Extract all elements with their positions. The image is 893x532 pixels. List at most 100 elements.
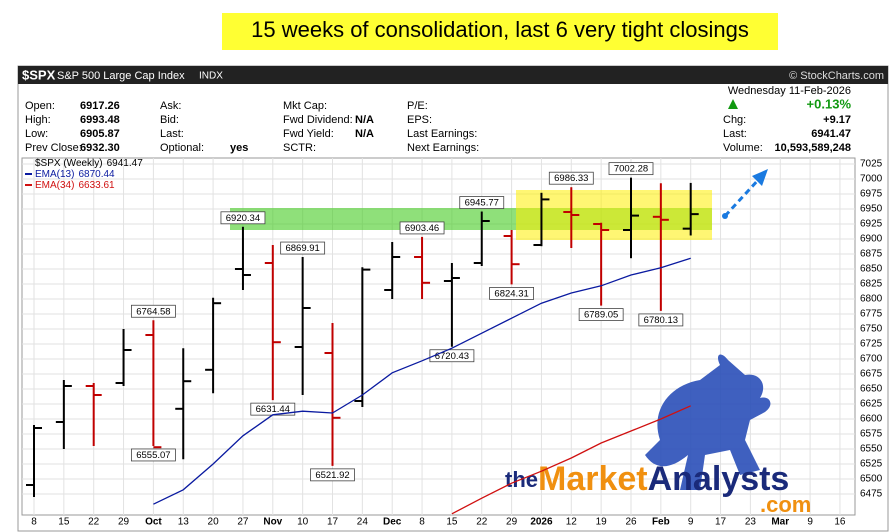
y-tick-label: 6825 <box>860 279 883 290</box>
y-tick-label: 6550 <box>860 444 883 455</box>
x-tick-label: 22 <box>88 517 100 528</box>
x-tick-label: 20 <box>208 517 220 528</box>
x-tick-label: 8 <box>419 517 425 528</box>
x-tick-label: 15 <box>58 517 70 528</box>
x-tick-label: 10 <box>297 517 309 528</box>
callout-label: 6986.33 <box>554 173 588 184</box>
quote-date: Wednesday 11-Feb-2026 <box>728 85 851 97</box>
callout-label: 6789.05 <box>584 310 618 321</box>
x-tick-label: 17 <box>715 517 727 528</box>
quote-value: 6993.48 <box>80 114 120 126</box>
logo-part: Analysts <box>648 460 790 498</box>
legend-entry: EMA(34) 6633.61 <box>35 180 115 191</box>
y-tick-label: 6500 <box>860 474 883 485</box>
y-tick-label: 6750 <box>860 324 883 335</box>
legend-name: $SPX (Weekly) <box>35 158 103 169</box>
callout-box <box>489 287 535 300</box>
callout-label: 7002.28 <box>614 164 648 175</box>
quote-value: N/A <box>355 128 374 140</box>
x-tick-label: 9 <box>807 517 813 528</box>
quote-label: Last: <box>160 128 184 140</box>
quote-value: 6917.26 <box>80 100 120 112</box>
y-tick-label: 6525 <box>860 459 883 470</box>
banner-bg <box>222 13 778 50</box>
callout-box <box>548 171 594 185</box>
legend-name: EMA(34) <box>35 180 74 191</box>
callout-label: 6780.13 <box>644 315 678 326</box>
header-bar <box>18 66 888 84</box>
callout-label: 6720.43 <box>435 351 469 362</box>
x-tick-label: 16 <box>834 517 846 528</box>
quote-label: Prev Close: <box>25 142 82 154</box>
legend-value: 6941.47 <box>107 158 144 169</box>
callout-box <box>399 221 445 235</box>
callout-box <box>638 313 684 327</box>
callout-label: 6869.91 <box>285 243 319 254</box>
quote-value: N/A <box>355 114 374 126</box>
quote-label: Open: <box>25 100 55 112</box>
bull-logo <box>645 354 771 490</box>
y-tick-label: 6975 <box>860 189 883 200</box>
quote-value: 6941.47 <box>811 128 851 140</box>
x-tick-label: 8 <box>31 517 37 528</box>
callout-label: 6920.34 <box>226 213 260 224</box>
quote-value: 6932.30 <box>80 142 120 154</box>
callout-label: 6824.31 <box>494 288 528 299</box>
x-tick-label: Feb <box>652 517 670 528</box>
callout-label: 6521.92 <box>315 470 349 481</box>
trend-arrow <box>722 169 768 219</box>
y-tick-label: 6600 <box>860 414 883 425</box>
quote-value: 6905.87 <box>80 128 120 140</box>
y-tick-label: 6800 <box>860 294 883 305</box>
quote-label: Low: <box>25 128 48 140</box>
y-tick-label: 6675 <box>860 369 883 380</box>
quote-value: yes <box>230 142 248 154</box>
logo-part: Market <box>538 460 648 498</box>
callout-box <box>310 468 355 482</box>
callout-box <box>578 308 624 321</box>
legend-entry: EMA(13) 6870.44 <box>35 169 115 180</box>
callout-box <box>608 162 654 176</box>
quote-label: Chg: <box>723 114 746 126</box>
legend-entry: $SPX (Weekly) 6941.47 <box>35 158 143 169</box>
callout-box <box>280 241 326 255</box>
quote-label: Fwd Dividend: <box>283 114 353 126</box>
x-tick-label: 22 <box>476 517 488 528</box>
symbol: $SPX <box>22 67 56 82</box>
x-tick-label: 2026 <box>530 517 553 528</box>
quote-label: Fwd Yield: <box>283 128 334 140</box>
quote-label: High: <box>25 114 51 126</box>
quote-value: 10,593,589,248 <box>775 142 851 154</box>
logo-part: .com <box>760 492 811 517</box>
callout-label: 6555.07 <box>136 450 170 461</box>
index-name: S&P 500 Large Cap Index <box>57 70 185 82</box>
callout-box <box>130 448 176 462</box>
quote-label: Bid: <box>160 114 179 126</box>
callout-label: 6903.46 <box>405 223 439 234</box>
change-pct: +0.13% <box>807 96 852 111</box>
callout-label: 6945.77 <box>465 198 499 209</box>
x-tick-label: 26 <box>625 517 637 528</box>
callout-box <box>220 211 266 225</box>
x-tick-label: 29 <box>506 517 518 528</box>
up-triangle <box>728 99 738 109</box>
y-tick-label: 6775 <box>860 309 883 320</box>
y-tick-label: 6900 <box>860 234 883 245</box>
x-tick-label: 9 <box>688 517 694 528</box>
exchange: INDX <box>199 71 223 82</box>
logo: theMarketAnalysts <box>505 460 789 498</box>
legend-name: EMA(13) <box>35 169 74 180</box>
quote-label: EPS: <box>407 114 432 126</box>
x-tick-label: Dec <box>383 517 402 528</box>
quote-label: Optional: <box>160 142 204 154</box>
banner: 15 weeks of consolidation, last 6 very t… <box>251 17 749 42</box>
yellow-band <box>516 190 712 240</box>
quote-label: Next Earnings: <box>407 142 479 154</box>
callout-label: 6631.44 <box>256 404 290 415</box>
x-tick-label: Mar <box>771 517 789 528</box>
callout-label: 6764.58 <box>136 306 170 317</box>
callout-box <box>459 196 505 209</box>
callout-box <box>130 304 176 318</box>
